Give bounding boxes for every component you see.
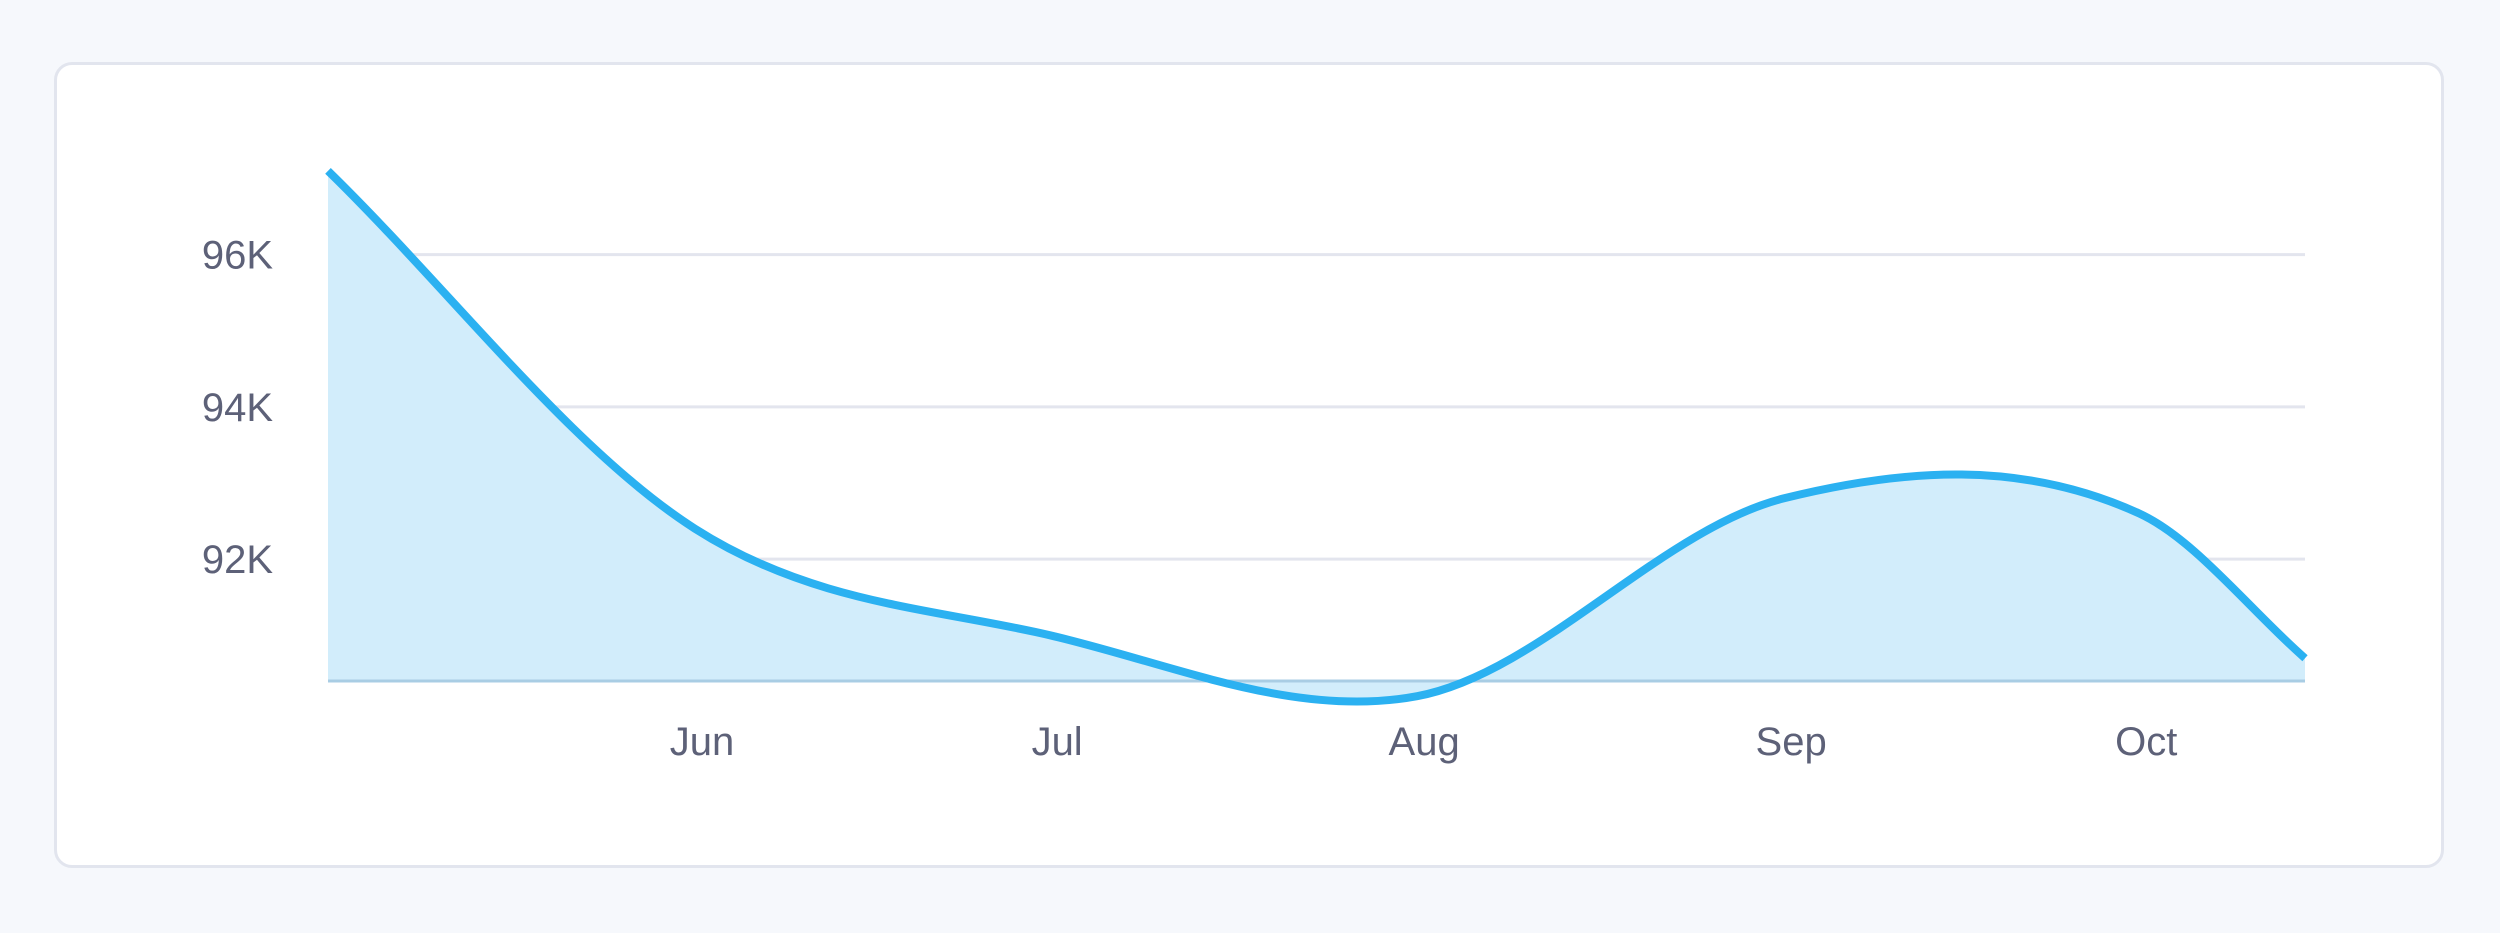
x-tick-label: Sep bbox=[1756, 720, 1827, 764]
x-tick-label: Aug bbox=[1389, 720, 1460, 764]
x-tick-label: Oct bbox=[2115, 720, 2177, 764]
y-tick-label: 96K bbox=[202, 234, 273, 278]
series-area bbox=[328, 170, 2305, 702]
x-tick-label: Jul bbox=[1032, 720, 1083, 764]
y-axis-ticks: 92K 94K 96K bbox=[202, 234, 273, 583]
y-tick-label: 92K bbox=[202, 538, 273, 582]
series-line bbox=[325, 168, 2308, 706]
x-tick-label: Jun bbox=[670, 720, 735, 764]
y-tick-label: 94K bbox=[202, 386, 273, 430]
x-axis-ticks: Jun Jul Aug Sep Oct bbox=[670, 720, 2178, 764]
